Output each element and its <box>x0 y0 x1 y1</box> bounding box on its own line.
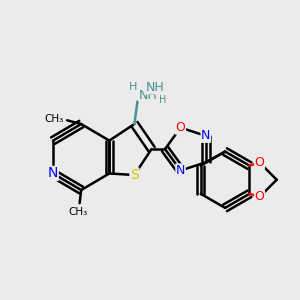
Text: CH₃: CH₃ <box>45 114 64 124</box>
Text: O: O <box>255 156 264 169</box>
Text: H: H <box>159 95 166 105</box>
Text: O: O <box>255 190 264 203</box>
Text: N: N <box>176 164 185 177</box>
Text: H: H <box>129 82 137 92</box>
Text: NH: NH <box>139 89 158 102</box>
Text: O: O <box>176 121 185 134</box>
Text: S: S <box>130 168 139 182</box>
Text: CH₃: CH₃ <box>68 207 88 217</box>
Text: NH: NH <box>145 81 164 94</box>
Text: N: N <box>201 129 211 142</box>
Text: N: N <box>48 167 58 181</box>
